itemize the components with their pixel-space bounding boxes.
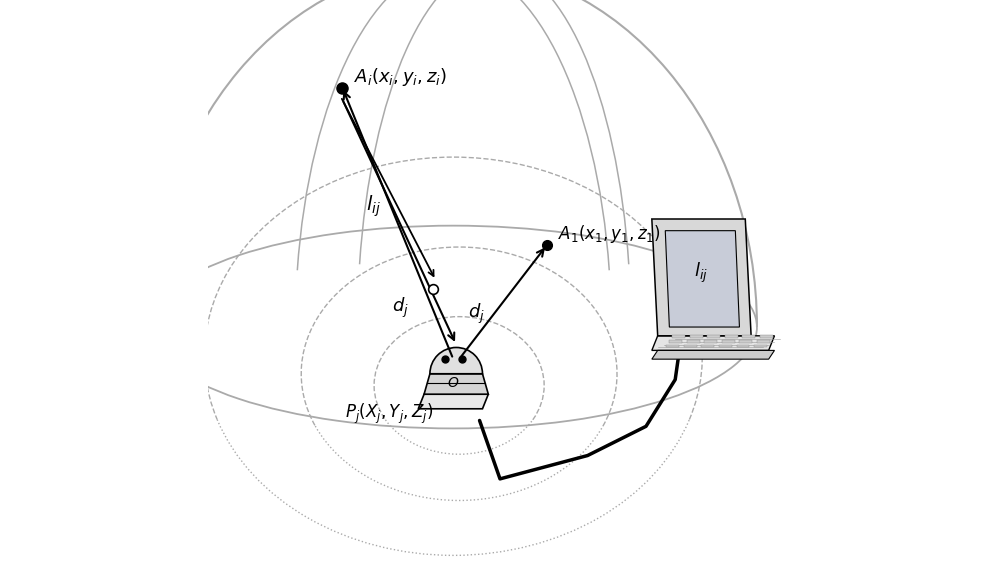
Polygon shape [652,219,751,336]
Bar [737,345,749,347]
Bar [760,335,773,338]
Bar [719,345,732,347]
Text: $d_j$: $d_j$ [392,296,409,321]
Bar [754,345,767,347]
Text: $l_{ij}$: $l_{ij}$ [694,261,708,286]
Wedge shape [430,347,482,374]
Bar [687,340,700,343]
Bar [757,340,770,343]
Bar [672,335,685,338]
Text: $P_j(X_j, Y_j, Z_j)$: $P_j(X_j, Y_j, Z_j)$ [345,401,434,426]
Bar [704,340,717,343]
Text: $A_i(x_i, y_i, z_i)$: $A_i(x_i, y_i, z_i)$ [354,66,447,88]
Polygon shape [424,374,488,394]
Text: $O$: $O$ [447,376,459,390]
Bar [701,345,714,347]
Polygon shape [652,350,774,359]
Bar [739,340,752,343]
Bar [742,335,755,338]
Polygon shape [652,336,774,350]
Bar [666,345,679,347]
Polygon shape [665,231,739,327]
Bar [722,340,735,343]
Polygon shape [418,394,488,409]
Bar [707,335,720,338]
Text: $d_j$: $d_j$ [468,302,485,326]
Bar [690,335,703,338]
Bar [684,345,697,347]
Text: $l_{ij}$: $l_{ij}$ [366,193,381,218]
Bar [669,340,682,343]
Text: $A_1(x_1, y_1, z_1)$: $A_1(x_1, y_1, z_1)$ [558,224,661,245]
Bar [725,335,738,338]
